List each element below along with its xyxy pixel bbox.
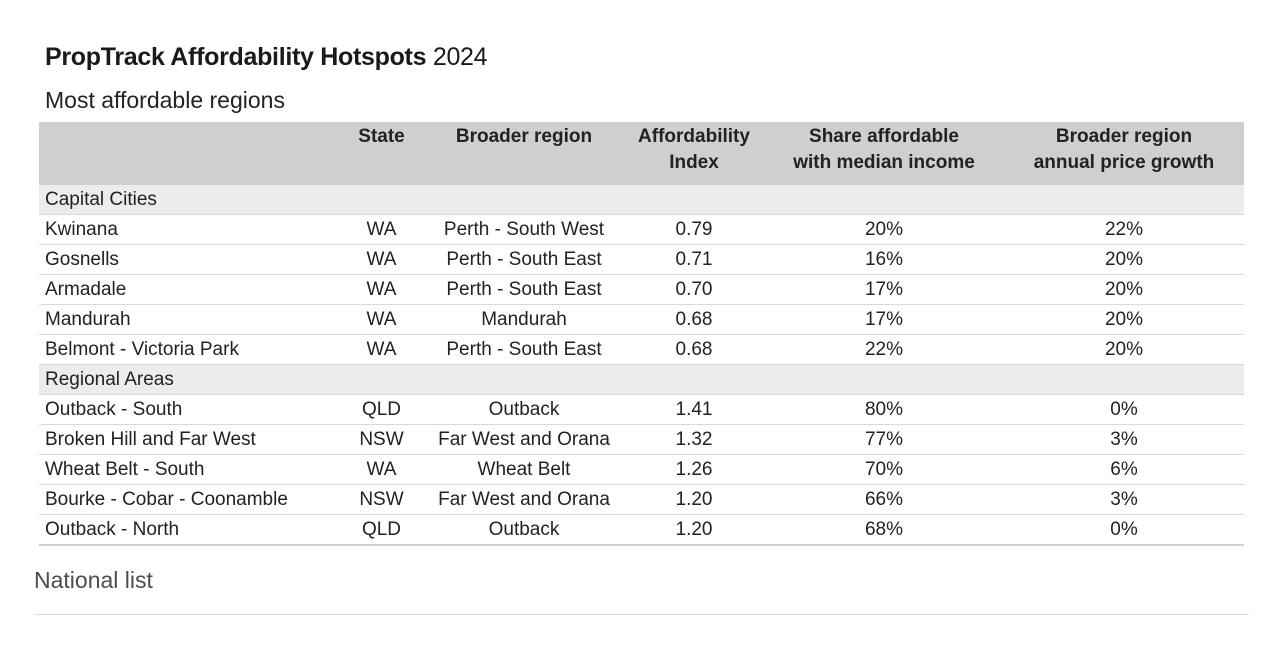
cell-index: 1.20 bbox=[624, 514, 764, 546]
table-row: Bourke - Cobar - Coonamble NSW Far West … bbox=[39, 484, 1244, 515]
cell-region: Far West and Orana bbox=[424, 484, 624, 515]
cell-share: 70% bbox=[764, 454, 1004, 485]
cell-share: 16% bbox=[764, 244, 1004, 275]
cell-growth: 3% bbox=[1004, 424, 1244, 455]
hotspots-table: State Broader region Affordability Index… bbox=[39, 122, 1244, 546]
cell-share: 20% bbox=[764, 214, 1004, 245]
cell-share: 68% bbox=[764, 514, 1004, 546]
header-affordability-index: Affordability Index bbox=[624, 122, 764, 185]
cell-share: 17% bbox=[764, 304, 1004, 335]
cell-index: 0.68 bbox=[624, 334, 764, 365]
table-row: Outback - South QLD Outback 1.41 80% 0% bbox=[39, 394, 1244, 425]
cell-state: NSW bbox=[339, 424, 424, 455]
table-row: Belmont - Victoria Park WA Perth - South… bbox=[39, 334, 1244, 365]
header-price-growth: Broader region annual price growth bbox=[1004, 122, 1244, 185]
cell-index: 0.70 bbox=[624, 274, 764, 305]
header-broader-region: Broader region bbox=[424, 122, 624, 185]
cell-index: 0.68 bbox=[624, 304, 764, 335]
cell-index: 1.32 bbox=[624, 424, 764, 455]
header-state: State bbox=[339, 122, 424, 185]
group-label: Capital Cities bbox=[39, 185, 1244, 215]
cell-region: Wheat Belt bbox=[424, 454, 624, 485]
cell-growth: 6% bbox=[1004, 454, 1244, 485]
national-list-link[interactable]: National list bbox=[34, 567, 153, 593]
cell-growth: 20% bbox=[1004, 304, 1244, 335]
header-name bbox=[39, 122, 339, 185]
cell-growth: 0% bbox=[1004, 394, 1244, 425]
cell-state: NSW bbox=[339, 484, 424, 515]
cell-name: Gosnells bbox=[39, 244, 339, 275]
cell-growth: 20% bbox=[1004, 334, 1244, 365]
header-share-line1: Share affordable bbox=[809, 126, 959, 147]
cell-share: 80% bbox=[764, 394, 1004, 425]
table-row: Wheat Belt - South WA Wheat Belt 1.26 70… bbox=[39, 454, 1244, 485]
title-year: 2024 bbox=[432, 43, 488, 71]
cell-state: QLD bbox=[339, 394, 424, 425]
table-header-row: State Broader region Affordability Index… bbox=[39, 122, 1244, 185]
cell-region: Perth - South East bbox=[424, 274, 624, 305]
cell-region: Outback bbox=[424, 394, 624, 425]
cell-growth: 0% bbox=[1004, 514, 1244, 546]
cell-name: Broken Hill and Far West bbox=[39, 424, 339, 455]
cell-growth: 22% bbox=[1004, 214, 1244, 245]
cell-index: 1.26 bbox=[624, 454, 764, 485]
header-growth-line1: Broader region bbox=[1055, 126, 1193, 147]
table-row: Gosnells WA Perth - South East 0.71 16% … bbox=[39, 244, 1244, 275]
group-label: Regional Areas bbox=[39, 364, 1244, 395]
table-row: Kwinana WA Perth - South West 0.79 20% 2… bbox=[39, 214, 1244, 245]
cell-state: WA bbox=[339, 334, 424, 365]
cell-region: Outback bbox=[424, 514, 624, 546]
cell-index: 0.79 bbox=[624, 214, 764, 245]
table-row: Broken Hill and Far West NSW Far West an… bbox=[39, 424, 1244, 455]
cell-name: Kwinana bbox=[39, 214, 339, 245]
header-share-line2: with median income bbox=[793, 152, 975, 173]
header-index-line1: Affordability bbox=[638, 126, 750, 147]
group-row-regional-areas: Regional Areas bbox=[39, 364, 1244, 395]
table-row: Mandurah WA Mandurah 0.68 17% 20% bbox=[39, 304, 1244, 335]
cell-region: Perth - South East bbox=[424, 334, 624, 365]
cell-index: 0.71 bbox=[624, 244, 764, 275]
cell-state: WA bbox=[339, 244, 424, 275]
subtitle: Most affordable regions bbox=[45, 87, 285, 113]
cell-name: Bourke - Cobar - Coonamble bbox=[39, 484, 339, 515]
cell-growth: 20% bbox=[1004, 274, 1244, 305]
title-main: PropTrack Affordability Hotspots bbox=[45, 43, 427, 71]
footer-divider bbox=[34, 614, 1249, 615]
group-row-capital-cities: Capital Cities bbox=[39, 185, 1244, 215]
header-index-line2: Index bbox=[669, 152, 719, 173]
cell-share: 77% bbox=[764, 424, 1004, 455]
cell-state: QLD bbox=[339, 514, 424, 546]
cell-name: Mandurah bbox=[39, 304, 339, 335]
cell-name: Armadale bbox=[39, 274, 339, 305]
cell-region: Perth - South West bbox=[424, 214, 624, 245]
cell-name: Outback - North bbox=[39, 514, 339, 546]
cell-share: 22% bbox=[764, 334, 1004, 365]
cell-share: 17% bbox=[764, 274, 1004, 305]
cell-share: 66% bbox=[764, 484, 1004, 515]
cell-name: Outback - South bbox=[39, 394, 339, 425]
cell-index: 1.41 bbox=[624, 394, 764, 425]
table-row: Outback - North QLD Outback 1.20 68% 0% bbox=[39, 514, 1244, 546]
cell-region: Far West and Orana bbox=[424, 424, 624, 455]
header-growth-line2: annual price growth bbox=[1033, 152, 1215, 173]
cell-growth: 20% bbox=[1004, 244, 1244, 275]
cell-state: WA bbox=[339, 454, 424, 485]
cell-state: WA bbox=[339, 214, 424, 245]
cell-index: 1.20 bbox=[624, 484, 764, 515]
cell-state: WA bbox=[339, 304, 424, 335]
cell-state: WA bbox=[339, 274, 424, 305]
table-row: Armadale WA Perth - South East 0.70 17% … bbox=[39, 274, 1244, 305]
cell-name: Wheat Belt - South bbox=[39, 454, 339, 485]
header-share-affordable: Share affordable with median income bbox=[764, 122, 1004, 185]
cell-region: Mandurah bbox=[424, 304, 624, 335]
cell-growth: 3% bbox=[1004, 484, 1244, 515]
chart-title: PropTrack Affordability Hotspots 2024 bbox=[45, 40, 488, 74]
cell-name: Belmont - Victoria Park bbox=[39, 334, 339, 365]
cell-region: Perth - South East bbox=[424, 244, 624, 275]
